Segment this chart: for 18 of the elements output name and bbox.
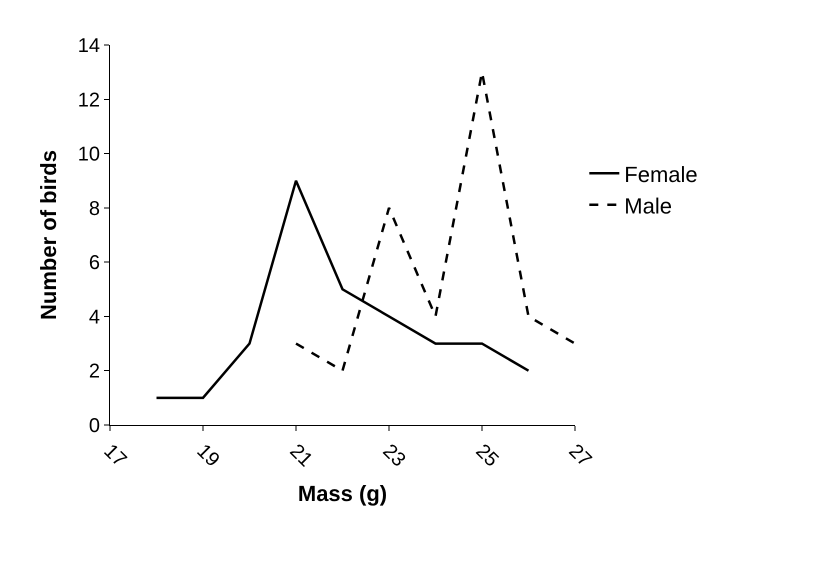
legend-label: Female [624, 162, 698, 187]
y-tick-label: 6 [88, 252, 100, 274]
x-tick-label: 21 [285, 440, 317, 472]
y-tick-label: 4 [88, 306, 100, 328]
y-tick-label: 10 [78, 144, 100, 166]
x-axis-title: Mass (g) [298, 481, 388, 506]
x-tick-label: 23 [378, 440, 410, 472]
y-tick-label: 8 [88, 198, 100, 220]
legend-label: Male [624, 193, 672, 218]
y-axis-title: Number of birds [36, 150, 61, 320]
y-tick-label: 12 [78, 89, 100, 112]
y-tick-label: 0 [88, 415, 100, 437]
x-tick-label: 17 [99, 440, 131, 472]
x-tick-label: 19 [192, 440, 224, 472]
y-tick-label: 2 [88, 360, 100, 383]
x-tick-label: 27 [564, 440, 596, 472]
y-tick-label: 14 [78, 35, 100, 57]
x-tick-label: 25 [471, 440, 503, 472]
